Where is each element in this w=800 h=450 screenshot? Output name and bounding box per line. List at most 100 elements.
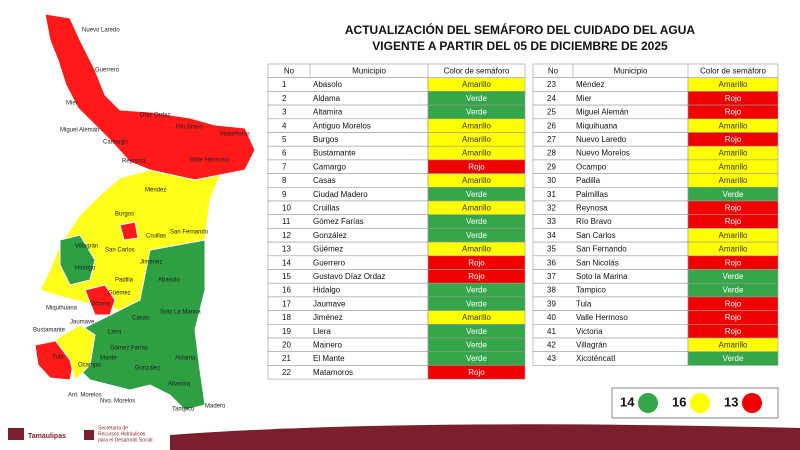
footer-agency: Secretaría de xyxy=(98,425,128,431)
map-label: Ocampo xyxy=(78,363,101,369)
municipality: Güémez xyxy=(313,245,343,254)
municipality: Jiménez xyxy=(313,313,343,322)
row-cell xyxy=(267,104,429,120)
row-number: 1 xyxy=(282,80,287,89)
municipality: Tula xyxy=(576,299,592,308)
row-number: 3 xyxy=(282,108,287,117)
municipality: Miquihuana xyxy=(576,121,618,130)
map-label: Gómez Farías xyxy=(110,346,148,352)
municipality: Antiguo Morelos xyxy=(313,121,371,130)
status: Rojo xyxy=(725,258,742,267)
status: Rojo xyxy=(725,327,742,336)
row-cell xyxy=(267,132,429,147)
municipality: Abasolo xyxy=(313,80,342,89)
row-number: 9 xyxy=(282,190,287,199)
municipality: Mainero xyxy=(313,340,342,349)
row-number: 5 xyxy=(282,135,287,144)
map-label: Aldama xyxy=(175,356,196,362)
municipality: Valle Hermoso xyxy=(576,313,628,322)
row-cell xyxy=(532,200,689,215)
status: Amarillo xyxy=(462,121,491,130)
status: Amarillo xyxy=(719,231,748,240)
logo xyxy=(8,428,24,440)
row-number: 21 xyxy=(282,354,291,363)
status: Rojo xyxy=(468,368,485,377)
row-number: 22 xyxy=(282,368,291,377)
row-number: 6 xyxy=(282,149,287,158)
municipality: Cruillas xyxy=(313,203,340,212)
row-number: 23 xyxy=(547,80,556,89)
title: ACTUALIZACIÓN DEL SEMÁFORO DEL CUIDADO D… xyxy=(345,22,696,37)
row-number: 8 xyxy=(282,176,287,185)
status: Amarillo xyxy=(719,176,748,185)
map-label: Miguel Alemán xyxy=(60,128,99,134)
municipality: Xicoténcatl xyxy=(576,354,615,363)
footer-agency: Recursos Hidráulicos xyxy=(98,431,146,437)
municipality: Nuevo Morelos xyxy=(576,149,630,158)
map-label: Jaumave xyxy=(70,320,95,326)
municipality: Bustamante xyxy=(313,149,356,158)
map-label: Mier xyxy=(66,101,78,107)
row-number: 14 xyxy=(282,258,291,267)
row-cell xyxy=(267,228,429,243)
map-label: Díaz Ordaz xyxy=(140,113,170,119)
municipality: Gustavo Díaz Ordaz xyxy=(313,272,385,281)
status: Amarillo xyxy=(462,313,491,322)
status: Amarillo xyxy=(719,149,748,158)
map-label: González xyxy=(135,366,160,372)
status: Amarillo xyxy=(719,121,748,130)
status: Verde xyxy=(723,286,744,295)
map-label: Ant. Morelos xyxy=(68,393,102,399)
status: Verde xyxy=(723,272,744,281)
summary-count: 14 xyxy=(620,394,635,409)
map-label: Bustamante xyxy=(33,328,66,334)
map-label: Tula xyxy=(52,355,64,361)
map-label: Abasolo xyxy=(158,278,180,284)
municipality: Méndez xyxy=(576,80,604,89)
row-cell xyxy=(267,351,429,366)
map-label: Tampico xyxy=(172,407,195,413)
status: Amarillo xyxy=(719,80,748,89)
summary-count: 16 xyxy=(672,394,686,409)
row-number: 11 xyxy=(282,217,291,226)
header-text: No xyxy=(284,66,295,75)
row-number: 34 xyxy=(547,231,556,240)
municipality: Miguel Alemán xyxy=(576,108,628,117)
status: Rojo xyxy=(468,258,485,267)
map-label: Nuevo Laredo xyxy=(82,28,120,34)
summary-dot xyxy=(638,393,658,413)
status: Verde xyxy=(466,190,487,199)
municipality: Soto la Marina xyxy=(576,272,628,281)
row-cell xyxy=(267,200,429,215)
status: Verde xyxy=(466,299,487,308)
map-label: Río Bravo xyxy=(176,125,203,131)
row-cell xyxy=(532,282,689,298)
row-cell xyxy=(532,173,689,188)
status: Verde xyxy=(466,354,487,363)
status: Verde xyxy=(466,340,487,349)
summary-count: 13 xyxy=(724,394,738,409)
municipality: San Nicolás xyxy=(576,258,619,267)
status: Verde xyxy=(466,108,487,117)
status: Amarillo xyxy=(719,340,748,349)
municipality: Jaumave xyxy=(313,299,346,308)
municipality: Reynosa xyxy=(576,203,608,212)
status: Amarillo xyxy=(719,162,748,171)
row-cell xyxy=(267,255,429,270)
status: Verde xyxy=(466,286,487,295)
row-number: 40 xyxy=(547,313,556,322)
status: Rojo xyxy=(725,313,742,322)
status: Verde xyxy=(466,94,487,103)
municipality: Padilla xyxy=(576,176,601,185)
map-labels: Nuevo Laredo Guerrero Mier Díaz Ordaz Mi… xyxy=(33,28,250,413)
municipality: Palmillas xyxy=(576,190,608,199)
map-label: Güémez xyxy=(108,291,131,297)
row-number: 43 xyxy=(547,354,556,363)
municipality: Gómez Farías xyxy=(313,217,364,226)
status: Rojo xyxy=(725,217,742,226)
row-cell xyxy=(532,159,689,174)
municipality: Villagrán xyxy=(576,340,607,349)
row-number: 42 xyxy=(547,340,556,349)
status: Rojo xyxy=(725,108,742,117)
municipality: San Fernando xyxy=(576,245,627,254)
